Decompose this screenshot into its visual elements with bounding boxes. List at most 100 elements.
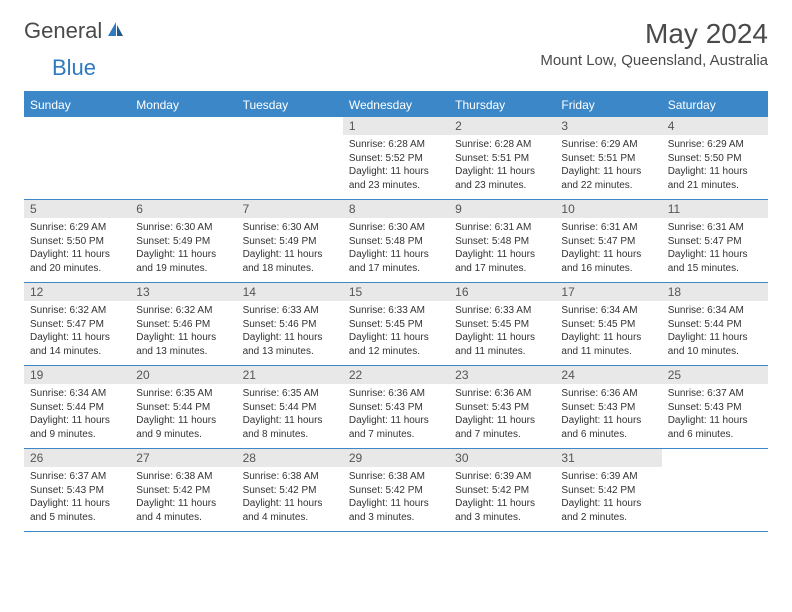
- sunrise-text: Sunrise: 6:28 AM: [349, 138, 443, 152]
- day-number: 4: [662, 117, 768, 135]
- dow-cell: Monday: [130, 93, 236, 117]
- sunset-text: Sunset: 5:45 PM: [561, 318, 655, 332]
- sunrise-text: Sunrise: 6:29 AM: [30, 221, 124, 235]
- day-cell: 30Sunrise: 6:39 AMSunset: 5:42 PMDayligh…: [449, 449, 555, 531]
- sunset-text: Sunset: 5:49 PM: [243, 235, 337, 249]
- daylight-text: Daylight: 11 hours and 20 minutes.: [30, 248, 124, 275]
- sunset-text: Sunset: 5:50 PM: [30, 235, 124, 249]
- sunrise-text: Sunrise: 6:30 AM: [349, 221, 443, 235]
- day-body: [130, 135, 236, 142]
- day-number: 2: [449, 117, 555, 135]
- day-number: 22: [343, 366, 449, 384]
- dow-cell: Sunday: [24, 93, 130, 117]
- day-cell: 19Sunrise: 6:34 AMSunset: 5:44 PMDayligh…: [24, 366, 130, 448]
- sunrise-text: Sunrise: 6:33 AM: [243, 304, 337, 318]
- sunset-text: Sunset: 5:47 PM: [30, 318, 124, 332]
- sunrise-text: Sunrise: 6:38 AM: [349, 470, 443, 484]
- day-number: 21: [237, 366, 343, 384]
- week-row: 5Sunrise: 6:29 AMSunset: 5:50 PMDaylight…: [24, 200, 768, 283]
- day-cell: 22Sunrise: 6:36 AMSunset: 5:43 PMDayligh…: [343, 366, 449, 448]
- sunset-text: Sunset: 5:46 PM: [136, 318, 230, 332]
- sunset-text: Sunset: 5:51 PM: [455, 152, 549, 166]
- sunset-text: Sunset: 5:44 PM: [668, 318, 762, 332]
- day-body: Sunrise: 6:36 AMSunset: 5:43 PMDaylight:…: [343, 384, 449, 445]
- day-number: 11: [662, 200, 768, 218]
- day-body: Sunrise: 6:38 AMSunset: 5:42 PMDaylight:…: [130, 467, 236, 528]
- sunset-text: Sunset: 5:47 PM: [668, 235, 762, 249]
- sunrise-text: Sunrise: 6:32 AM: [136, 304, 230, 318]
- daylight-text: Daylight: 11 hours and 6 minutes.: [668, 414, 762, 441]
- day-number: [662, 449, 768, 467]
- sunset-text: Sunset: 5:45 PM: [349, 318, 443, 332]
- week-row: 1Sunrise: 6:28 AMSunset: 5:52 PMDaylight…: [24, 117, 768, 200]
- sunset-text: Sunset: 5:44 PM: [243, 401, 337, 415]
- sunrise-text: Sunrise: 6:34 AM: [30, 387, 124, 401]
- sunset-text: Sunset: 5:49 PM: [136, 235, 230, 249]
- day-cell: 3Sunrise: 6:29 AMSunset: 5:51 PMDaylight…: [555, 117, 661, 199]
- day-number: 10: [555, 200, 661, 218]
- sunset-text: Sunset: 5:43 PM: [455, 401, 549, 415]
- sunrise-text: Sunrise: 6:31 AM: [455, 221, 549, 235]
- day-number: 8: [343, 200, 449, 218]
- day-body: Sunrise: 6:35 AMSunset: 5:44 PMDaylight:…: [237, 384, 343, 445]
- sunset-text: Sunset: 5:43 PM: [349, 401, 443, 415]
- day-cell: 24Sunrise: 6:36 AMSunset: 5:43 PMDayligh…: [555, 366, 661, 448]
- sunrise-text: Sunrise: 6:35 AM: [136, 387, 230, 401]
- day-body: Sunrise: 6:33 AMSunset: 5:45 PMDaylight:…: [449, 301, 555, 362]
- day-number: 14: [237, 283, 343, 301]
- sunset-text: Sunset: 5:47 PM: [561, 235, 655, 249]
- day-body: Sunrise: 6:36 AMSunset: 5:43 PMDaylight:…: [555, 384, 661, 445]
- sunrise-text: Sunrise: 6:30 AM: [136, 221, 230, 235]
- day-cell: 7Sunrise: 6:30 AMSunset: 5:49 PMDaylight…: [237, 200, 343, 282]
- sunset-text: Sunset: 5:46 PM: [243, 318, 337, 332]
- daylight-text: Daylight: 11 hours and 7 minutes.: [455, 414, 549, 441]
- days-of-week-row: SundayMondayTuesdayWednesdayThursdayFrid…: [24, 93, 768, 117]
- day-cell: 10Sunrise: 6:31 AMSunset: 5:47 PMDayligh…: [555, 200, 661, 282]
- day-number: 27: [130, 449, 236, 467]
- daylight-text: Daylight: 11 hours and 17 minutes.: [349, 248, 443, 275]
- daylight-text: Daylight: 11 hours and 23 minutes.: [455, 165, 549, 192]
- day-cell: 31Sunrise: 6:39 AMSunset: 5:42 PMDayligh…: [555, 449, 661, 531]
- daylight-text: Daylight: 11 hours and 15 minutes.: [668, 248, 762, 275]
- day-number: 5: [24, 200, 130, 218]
- day-body: Sunrise: 6:38 AMSunset: 5:42 PMDaylight:…: [237, 467, 343, 528]
- location: Mount Low, Queensland, Australia: [540, 52, 768, 69]
- sunset-text: Sunset: 5:43 PM: [561, 401, 655, 415]
- sunrise-text: Sunrise: 6:39 AM: [561, 470, 655, 484]
- day-number: 13: [130, 283, 236, 301]
- sunset-text: Sunset: 5:43 PM: [30, 484, 124, 498]
- day-body: Sunrise: 6:34 AMSunset: 5:45 PMDaylight:…: [555, 301, 661, 362]
- day-cell: 29Sunrise: 6:38 AMSunset: 5:42 PMDayligh…: [343, 449, 449, 531]
- sunrise-text: Sunrise: 6:34 AM: [668, 304, 762, 318]
- day-body: Sunrise: 6:33 AMSunset: 5:45 PMDaylight:…: [343, 301, 449, 362]
- sunrise-text: Sunrise: 6:38 AM: [136, 470, 230, 484]
- sunrise-text: Sunrise: 6:33 AM: [349, 304, 443, 318]
- sunset-text: Sunset: 5:52 PM: [349, 152, 443, 166]
- day-body: Sunrise: 6:28 AMSunset: 5:51 PMDaylight:…: [449, 135, 555, 196]
- sunset-text: Sunset: 5:44 PM: [136, 401, 230, 415]
- sunset-text: Sunset: 5:50 PM: [668, 152, 762, 166]
- day-cell: 4Sunrise: 6:29 AMSunset: 5:50 PMDaylight…: [662, 117, 768, 199]
- daylight-text: Daylight: 11 hours and 16 minutes.: [561, 248, 655, 275]
- calendar: SundayMondayTuesdayWednesdayThursdayFrid…: [24, 91, 768, 532]
- day-body: Sunrise: 6:34 AMSunset: 5:44 PMDaylight:…: [662, 301, 768, 362]
- sunset-text: Sunset: 5:42 PM: [455, 484, 549, 498]
- day-number: 12: [24, 283, 130, 301]
- sunset-text: Sunset: 5:42 PM: [561, 484, 655, 498]
- day-cell: 15Sunrise: 6:33 AMSunset: 5:45 PMDayligh…: [343, 283, 449, 365]
- day-number: 29: [343, 449, 449, 467]
- day-number: 31: [555, 449, 661, 467]
- weeks-container: 1Sunrise: 6:28 AMSunset: 5:52 PMDaylight…: [24, 117, 768, 532]
- day-body: Sunrise: 6:31 AMSunset: 5:48 PMDaylight:…: [449, 218, 555, 279]
- day-body: Sunrise: 6:34 AMSunset: 5:44 PMDaylight:…: [24, 384, 130, 445]
- day-cell: 27Sunrise: 6:38 AMSunset: 5:42 PMDayligh…: [130, 449, 236, 531]
- day-cell: 5 Sunrise: 6:29 AMSunset: 5:50 PMDaylight…: [24, 200, 130, 282]
- day-number: 28: [237, 449, 343, 467]
- sunrise-text: Sunrise: 6:28 AM: [455, 138, 549, 152]
- daylight-text: Daylight: 11 hours and 8 minutes.: [243, 414, 337, 441]
- day-body: [237, 135, 343, 142]
- day-number: 25: [662, 366, 768, 384]
- week-row: 12Sunrise: 6:32 AMSunset: 5:47 PMDayligh…: [24, 283, 768, 366]
- day-number: 16: [449, 283, 555, 301]
- day-cell: 9Sunrise: 6:31 AMSunset: 5:48 PMDaylight…: [449, 200, 555, 282]
